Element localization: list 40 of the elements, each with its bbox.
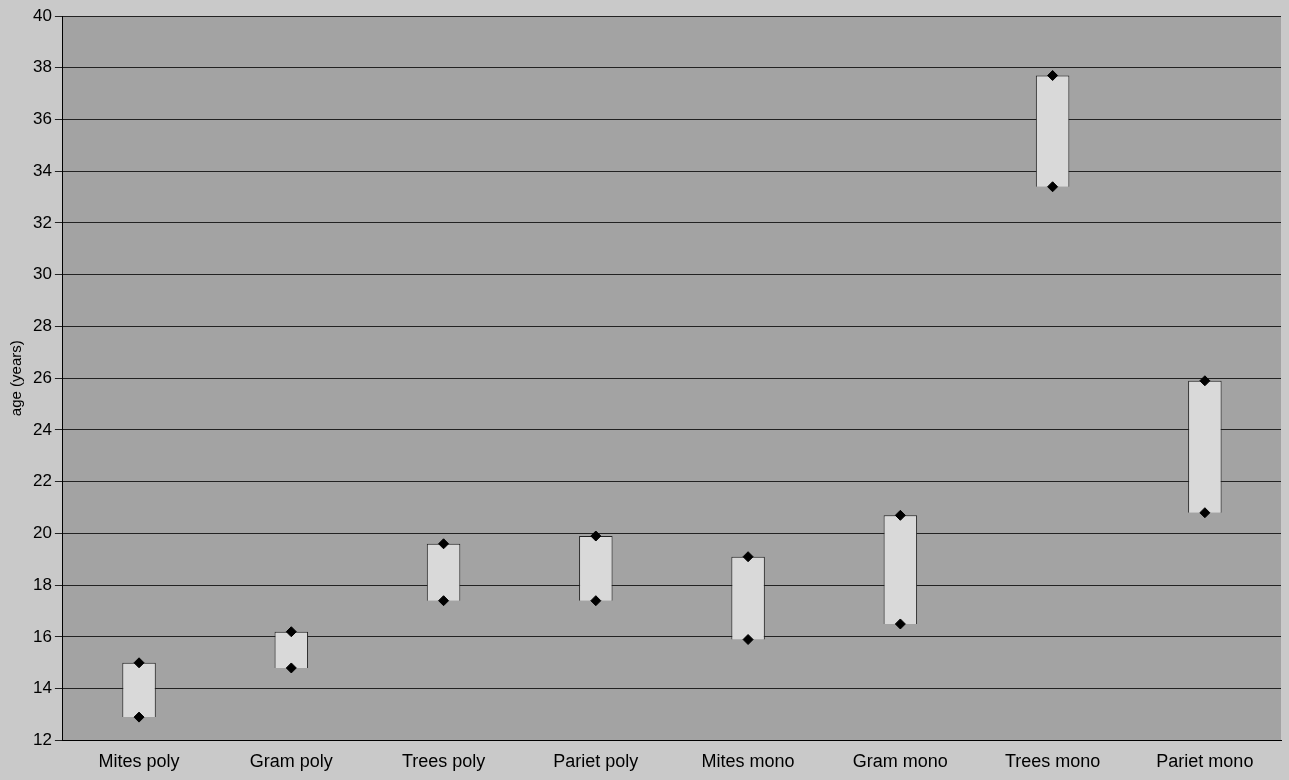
point (742, 634, 754, 645)
y-tick-label: 38 (32, 57, 52, 77)
point (590, 530, 602, 542)
y-tick-label: 20 (32, 523, 52, 543)
x-tick-label: Mites poly (98, 751, 180, 772)
y-tick-label: 26 (32, 367, 52, 387)
y-tick-label: 32 (32, 212, 52, 232)
y-tick-label: 18 (32, 574, 52, 594)
y-tick-label: 28 (32, 316, 52, 336)
point (133, 657, 145, 669)
y-tick-label: 16 (32, 626, 52, 646)
point (590, 595, 602, 607)
point (1199, 507, 1211, 519)
y-tick-label: 36 (32, 109, 52, 129)
point (285, 662, 297, 674)
x-tick-label: Trees mono (1004, 751, 1101, 772)
y-tick-label: 30 (32, 264, 52, 284)
y-tick-label: 34 (32, 160, 52, 180)
x-tick-label: Pariet poly (553, 751, 639, 772)
point (285, 626, 297, 638)
y-tick-label: 40 (32, 5, 52, 25)
x-tick-label: Gram mono (852, 751, 948, 772)
y-tick-label: 24 (32, 419, 52, 439)
point (438, 538, 450, 550)
point (133, 711, 145, 723)
point (742, 551, 754, 563)
x-tick-label: Pariet mono (1156, 751, 1254, 772)
point (1047, 70, 1059, 81)
y-tick-label: 14 (32, 678, 52, 698)
y-axis-title: age (years) (7, 340, 25, 417)
point (894, 618, 906, 630)
point (438, 595, 450, 607)
y-tick-label: 12 (32, 730, 52, 750)
x-tick-label: Trees poly (401, 751, 486, 772)
y-tick-label: 22 (32, 471, 52, 491)
point (1199, 375, 1211, 387)
point (894, 509, 906, 521)
point (1047, 181, 1059, 193)
x-tick-label: Mites mono (701, 751, 795, 772)
x-tick-label: Gram poly (249, 751, 333, 772)
